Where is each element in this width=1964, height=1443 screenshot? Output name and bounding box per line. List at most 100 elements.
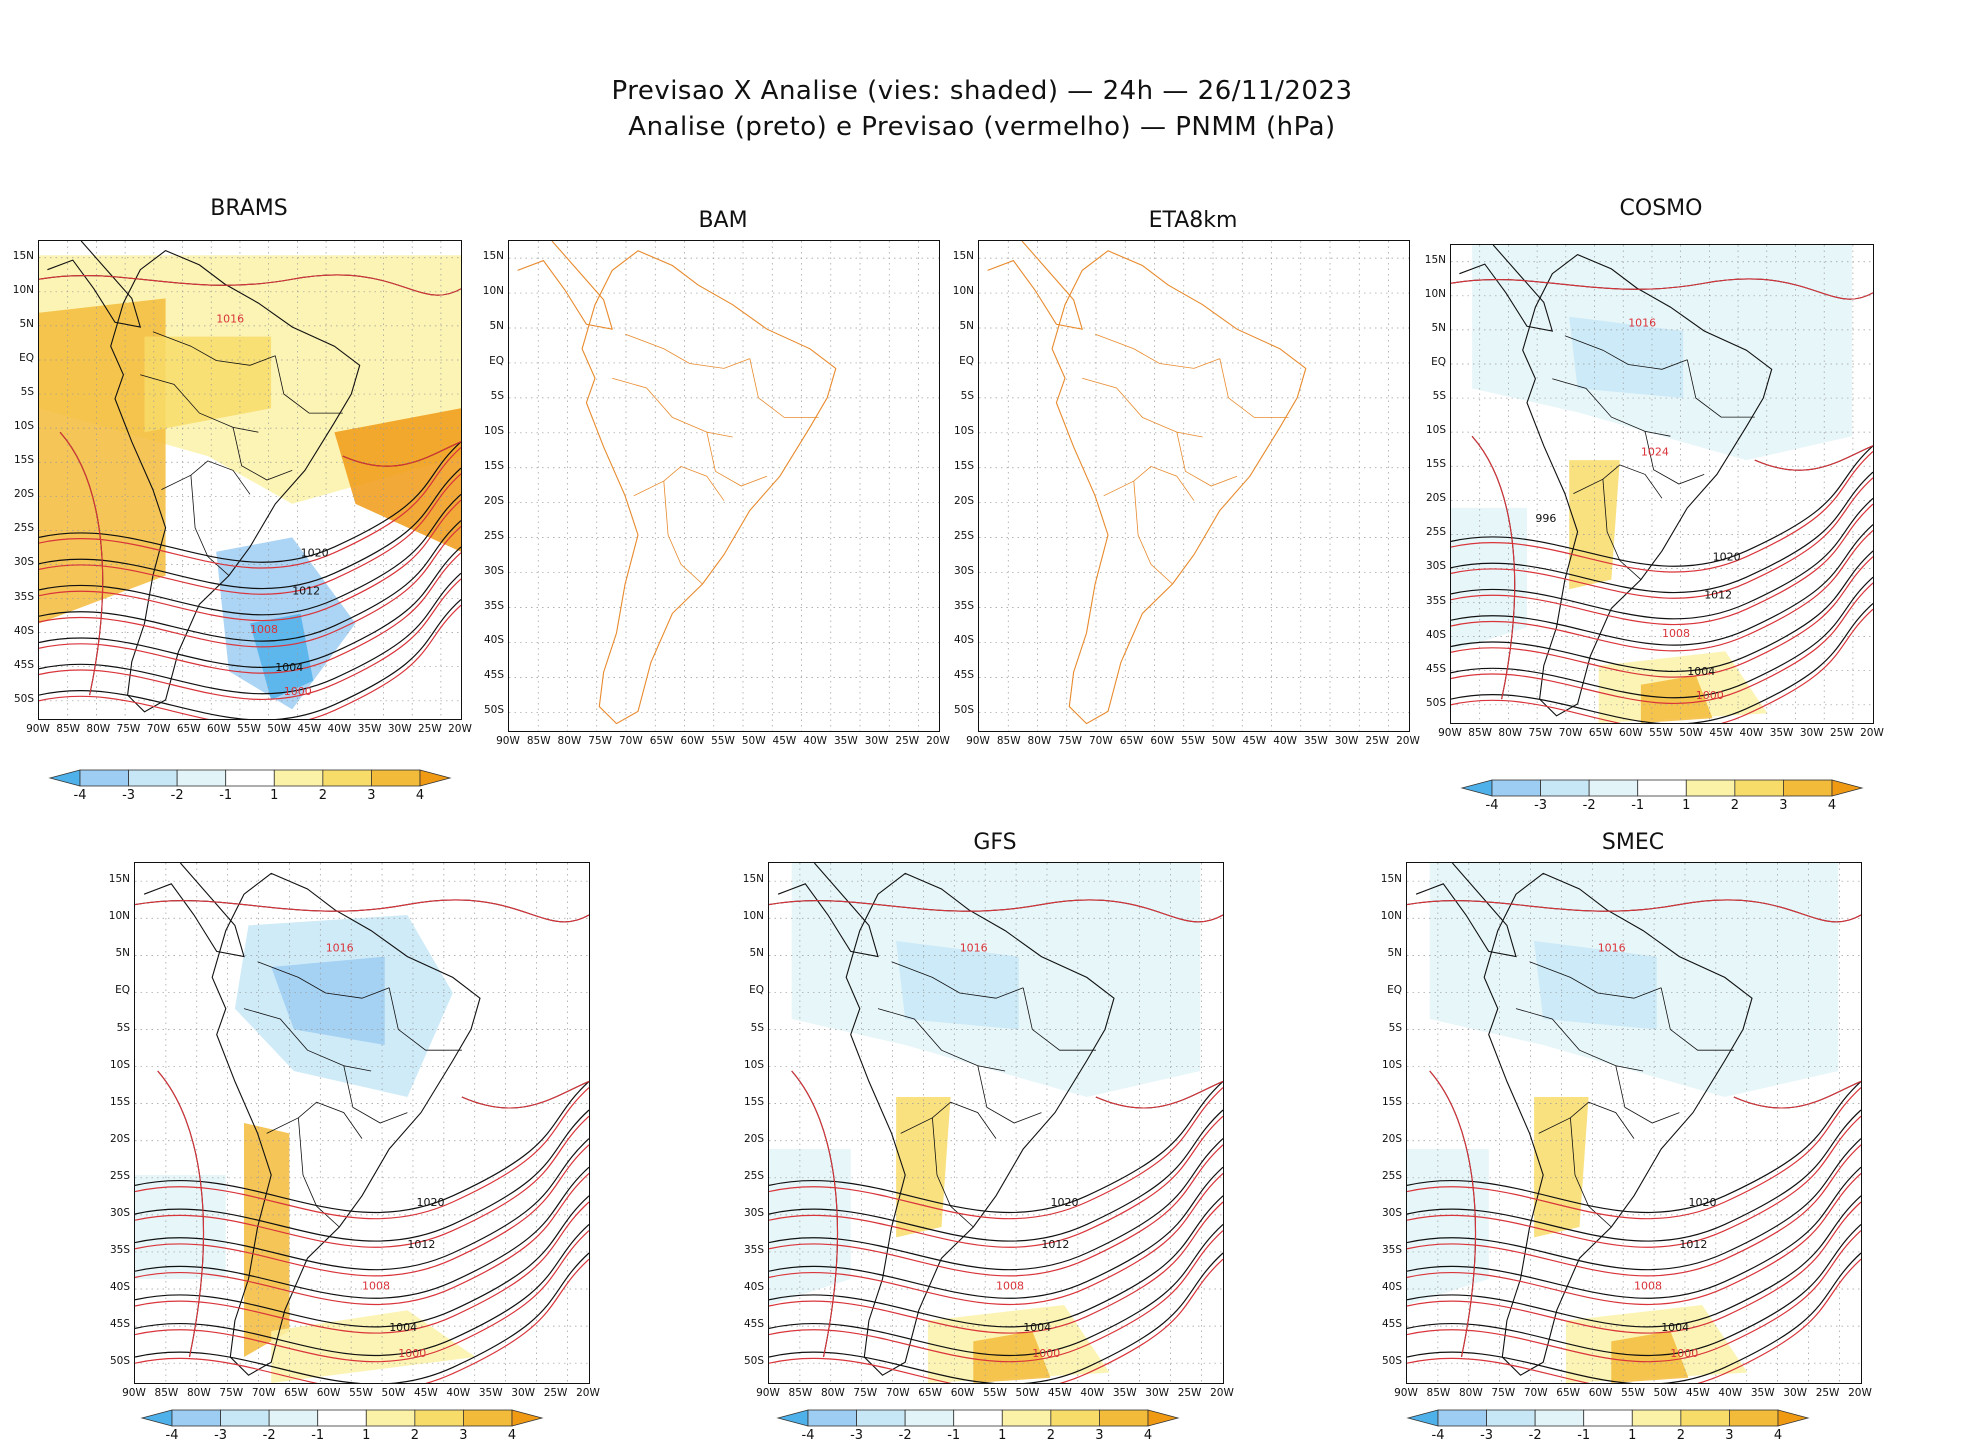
bias-shading xyxy=(1569,316,1684,398)
analysis-isobar xyxy=(135,1223,589,1357)
forecast-isobar xyxy=(461,1080,589,1109)
map-canvas xyxy=(979,241,1409,731)
country-border xyxy=(612,377,733,438)
forecast-isobar xyxy=(135,1115,589,1248)
lon-tick-label: 50W xyxy=(1679,727,1704,739)
lat-tick-label: 15S xyxy=(483,459,504,472)
bias-shading xyxy=(334,408,461,552)
country-border xyxy=(1082,377,1203,438)
lat-tick-label: 50S xyxy=(953,704,974,717)
country-border xyxy=(1219,358,1289,418)
lat-tick-label: 35S xyxy=(1425,594,1446,607)
lon-tick-label: 70W xyxy=(1558,727,1583,739)
contour-label: 1008 xyxy=(996,1279,1024,1292)
lat-tick-label: 5N xyxy=(115,947,130,960)
bias-shading xyxy=(1534,941,1657,1030)
lat-tick-label: 45S xyxy=(1425,662,1446,675)
lat-tick-label: 10S xyxy=(743,1058,764,1071)
lat-tick-label: 10S xyxy=(953,424,974,437)
analysis-isobar xyxy=(1407,1166,1861,1299)
lon-tick-label: 40W xyxy=(446,1387,471,1399)
central-america-coastline xyxy=(987,241,1083,330)
forecast-isobar xyxy=(135,1172,589,1306)
map-canvas xyxy=(509,241,939,731)
analysis-isobar xyxy=(769,1252,1223,1383)
lon-tick-label: 80W xyxy=(1458,1387,1483,1399)
lon-tick-label: 60W xyxy=(1150,735,1175,747)
lat-tick-label: 20S xyxy=(953,494,974,507)
lat-tick-label: 25S xyxy=(743,1169,764,1182)
colorbar-segment xyxy=(365,1409,416,1427)
country-border xyxy=(1570,1117,1612,1228)
lat-tick-label: 20S xyxy=(13,488,34,501)
analysis-isobar xyxy=(1407,1138,1861,1271)
lon-tick-label: 45W xyxy=(1242,735,1267,747)
colorbar-label: -2 xyxy=(1582,798,1596,813)
central-america-coastline xyxy=(1415,863,1517,958)
map-canvas: 1012 1016 1020 1008 1004 1000 xyxy=(769,863,1223,1383)
lon-tick-label: 85W xyxy=(526,735,551,747)
colorbar-label: 1 xyxy=(270,788,279,803)
panel-title: BAM xyxy=(698,208,748,233)
country-border xyxy=(152,331,276,366)
lon-tick-label: 60W xyxy=(1588,1387,1613,1399)
panel-title: SMEC xyxy=(1601,830,1665,855)
country-border xyxy=(266,1101,363,1139)
lat-tick-label: 45S xyxy=(1381,1318,1402,1331)
colorbar xyxy=(1406,1409,1810,1427)
map-frame: 1012 1016 1020 1008 1004 1000 xyxy=(38,240,462,720)
panel-title: ETA8km xyxy=(1148,208,1238,233)
lat-tick-label: 10S xyxy=(1425,424,1446,437)
panel-title: BRAMS xyxy=(210,196,288,221)
lat-tick-label: 15S xyxy=(1381,1095,1402,1108)
colorbar-segment xyxy=(273,769,324,787)
country-border xyxy=(388,987,462,1051)
contour-label: 1012 xyxy=(1704,589,1732,602)
country-border xyxy=(140,374,259,433)
colorbar-segment xyxy=(220,1409,270,1427)
country-border xyxy=(706,432,768,487)
lon-tick-label: 40W xyxy=(803,735,828,747)
forecast-isobar xyxy=(39,447,461,569)
lon-tick-label: 70W xyxy=(885,1387,910,1399)
forecast-isobar xyxy=(39,499,461,622)
contour-label: 996 xyxy=(1535,512,1556,525)
colorbar-segment xyxy=(1540,779,1590,797)
colorbar-label: -2 xyxy=(170,788,184,803)
country-border xyxy=(877,1008,1006,1072)
colorbar-segment xyxy=(371,769,421,787)
lon-tick-label: 30W xyxy=(1145,1387,1170,1399)
lat-tick-label: 20S xyxy=(1381,1132,1402,1145)
lon-tick-label: 30W xyxy=(387,723,412,735)
colorbar xyxy=(776,1409,1180,1427)
country-border xyxy=(900,1101,997,1139)
lon-tick-label: 85W xyxy=(788,1387,813,1399)
country-border xyxy=(1660,987,1734,1051)
lat-tick-label: 50S xyxy=(1381,1355,1402,1368)
bias-shading xyxy=(1640,675,1713,723)
contour-label: 1016 xyxy=(1598,941,1626,954)
lat-tick-label: 5N xyxy=(749,947,764,960)
lon-tick-label: 90W xyxy=(1438,727,1462,739)
lat-tick-label: EQ xyxy=(115,984,130,997)
lon-tick-label: 75W xyxy=(1491,1387,1516,1399)
colorbar-segment xyxy=(1729,1409,1779,1427)
country-border xyxy=(343,1065,408,1124)
colorbar-label: 3 xyxy=(367,788,376,803)
colorbar-label: -4 xyxy=(73,788,87,803)
lat-tick-label: 5S xyxy=(116,1021,130,1034)
lon-tick-label: 40W xyxy=(1080,1387,1105,1399)
map-frame xyxy=(508,240,940,732)
analysis-isobar xyxy=(135,1166,589,1299)
lon-tick-label: 40W xyxy=(327,723,352,735)
forecast-isobar xyxy=(791,1070,838,1358)
lat-tick-label: 10S xyxy=(13,420,34,433)
lon-tick-label: 45W xyxy=(772,735,797,747)
contour-label: 1020 xyxy=(1713,551,1741,564)
analysis-isobar xyxy=(135,1138,589,1271)
colorbar-segment xyxy=(1491,779,1541,797)
lat-tick-label: 25S xyxy=(13,522,34,535)
lat-tick-label: 5S xyxy=(960,389,974,402)
lat-tick-label: 15N xyxy=(952,250,974,263)
colorbar-segment xyxy=(414,1409,464,1427)
